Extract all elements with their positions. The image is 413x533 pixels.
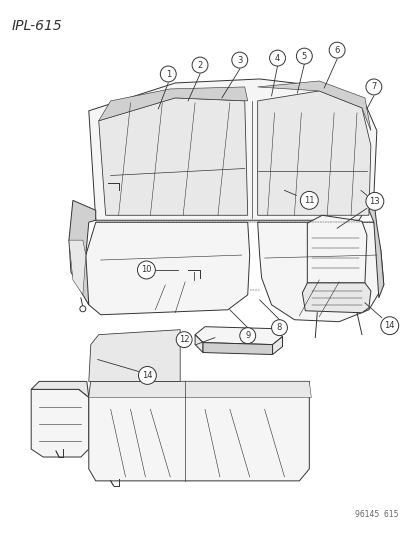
Text: 13: 13 [369, 197, 379, 206]
Circle shape [271, 320, 287, 336]
Circle shape [269, 50, 285, 66]
Circle shape [176, 332, 192, 348]
Text: 96145  615: 96145 615 [354, 510, 398, 519]
Text: 1: 1 [165, 69, 171, 78]
Text: 10: 10 [141, 265, 151, 274]
Circle shape [380, 317, 398, 335]
Polygon shape [301, 283, 370, 313]
Text: 7: 7 [370, 83, 376, 92]
Polygon shape [257, 91, 370, 215]
Polygon shape [83, 222, 249, 315]
Circle shape [328, 42, 344, 58]
Text: 6: 6 [334, 46, 339, 55]
Polygon shape [272, 337, 282, 354]
Polygon shape [257, 222, 383, 322]
Text: 12: 12 [178, 335, 189, 344]
Text: 14: 14 [384, 321, 394, 330]
Polygon shape [257, 81, 370, 131]
Polygon shape [69, 200, 95, 305]
Polygon shape [195, 327, 282, 345]
Polygon shape [88, 382, 309, 481]
Circle shape [239, 328, 255, 344]
Text: 5: 5 [301, 52, 306, 61]
Polygon shape [202, 343, 272, 354]
Circle shape [365, 192, 383, 211]
Text: 11: 11 [303, 196, 314, 205]
Polygon shape [69, 240, 85, 295]
Polygon shape [31, 382, 88, 397]
Polygon shape [88, 382, 311, 397]
Text: 14: 14 [142, 371, 152, 380]
Text: 2: 2 [197, 61, 202, 69]
Polygon shape [195, 335, 202, 352]
Text: IPL-615: IPL-615 [11, 19, 62, 33]
Circle shape [137, 261, 155, 279]
Polygon shape [31, 389, 88, 457]
Polygon shape [98, 87, 247, 121]
Text: 8: 8 [276, 323, 282, 332]
Text: 4: 4 [274, 54, 280, 62]
Polygon shape [88, 330, 180, 382]
Circle shape [80, 306, 85, 312]
Text: 3: 3 [237, 55, 242, 64]
Circle shape [300, 191, 318, 209]
Polygon shape [306, 215, 366, 283]
Circle shape [365, 79, 381, 95]
Polygon shape [88, 79, 376, 220]
Circle shape [231, 52, 247, 68]
Polygon shape [368, 200, 383, 298]
Circle shape [138, 367, 156, 384]
Text: 9: 9 [244, 331, 250, 340]
Polygon shape [98, 98, 247, 215]
Circle shape [296, 48, 311, 64]
Circle shape [160, 66, 176, 82]
Circle shape [192, 57, 207, 73]
